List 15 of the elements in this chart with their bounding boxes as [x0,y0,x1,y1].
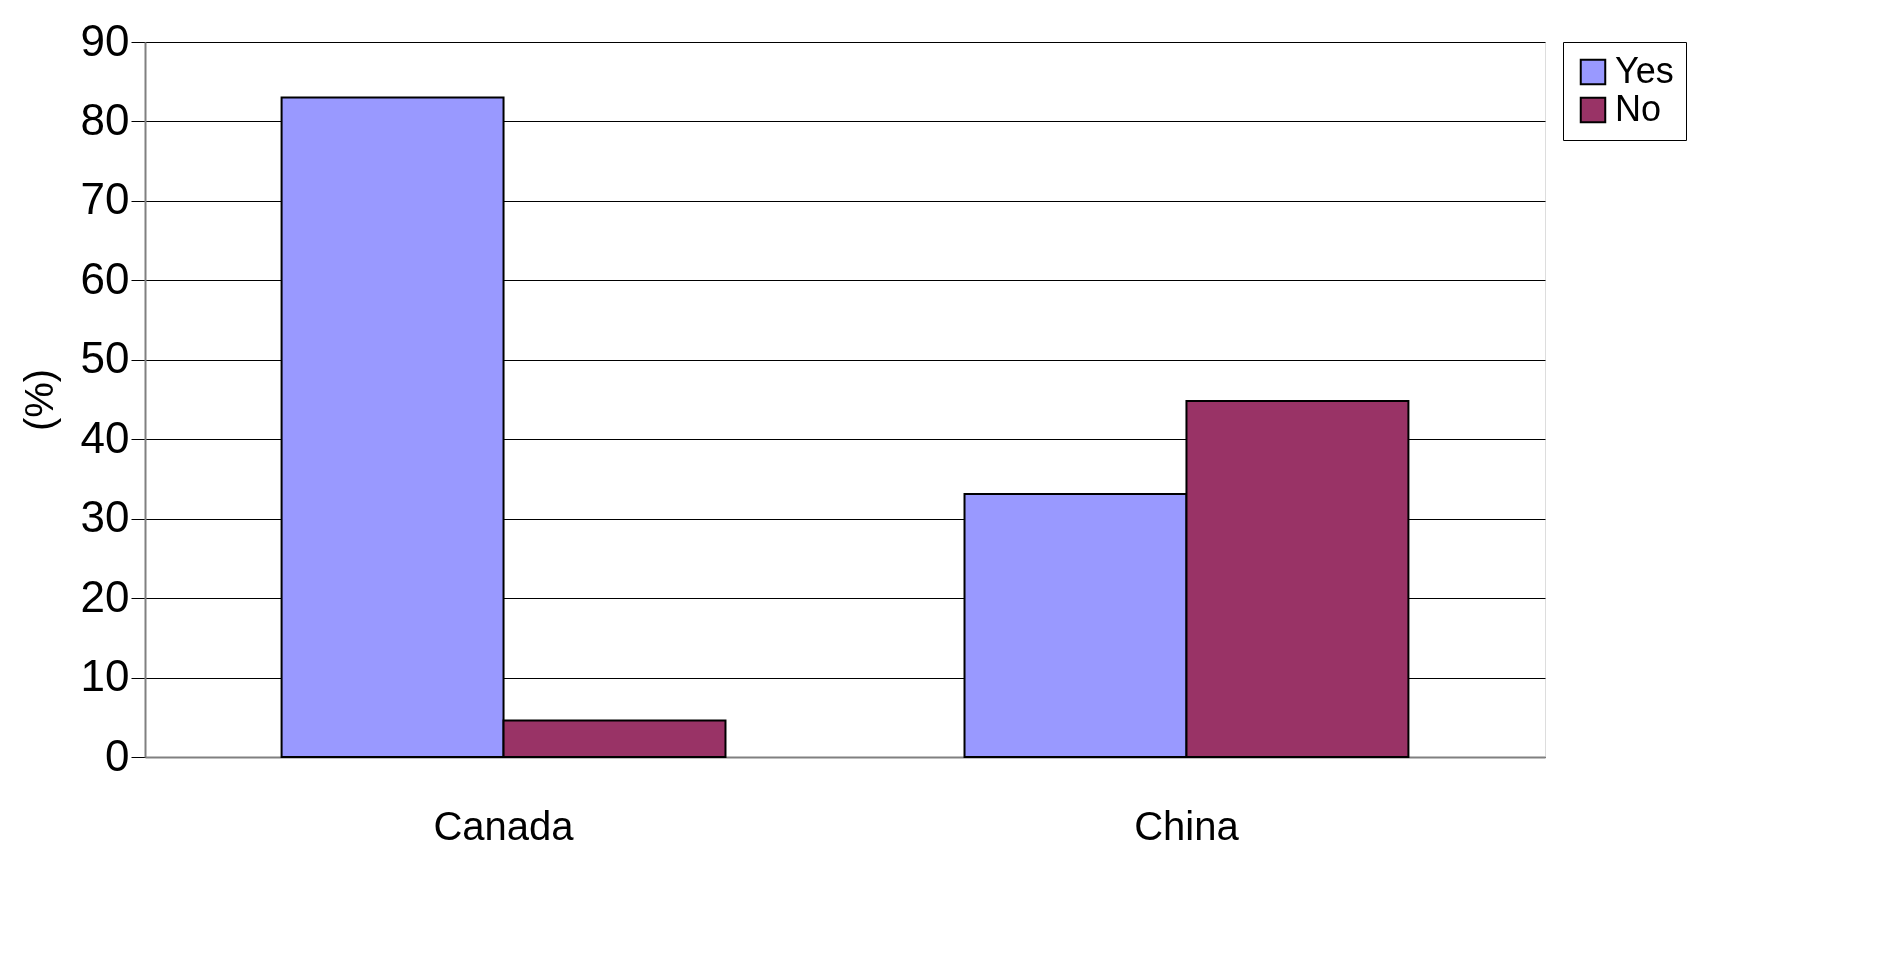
y-tick-label: 50 [80,333,130,383]
x-tick-label: Canada [433,803,575,848]
y-tick-label: 20 [80,571,130,621]
y-tick-label: 0 [105,730,130,780]
x-tick-label: China [1134,803,1240,848]
y-tick-label: 40 [80,412,130,462]
y-tick-label: 90 [80,15,130,65]
y-tick-label: 70 [80,174,130,224]
y-tick-label: 80 [80,94,130,144]
legend-label: Yes [1615,50,1674,91]
y-axis-title: (%) [16,368,61,432]
y-tick-label: 60 [80,253,130,303]
y-tick-label: 10 [80,651,130,701]
legend-label: No [1615,88,1662,129]
y-tick-label: 30 [80,492,130,542]
